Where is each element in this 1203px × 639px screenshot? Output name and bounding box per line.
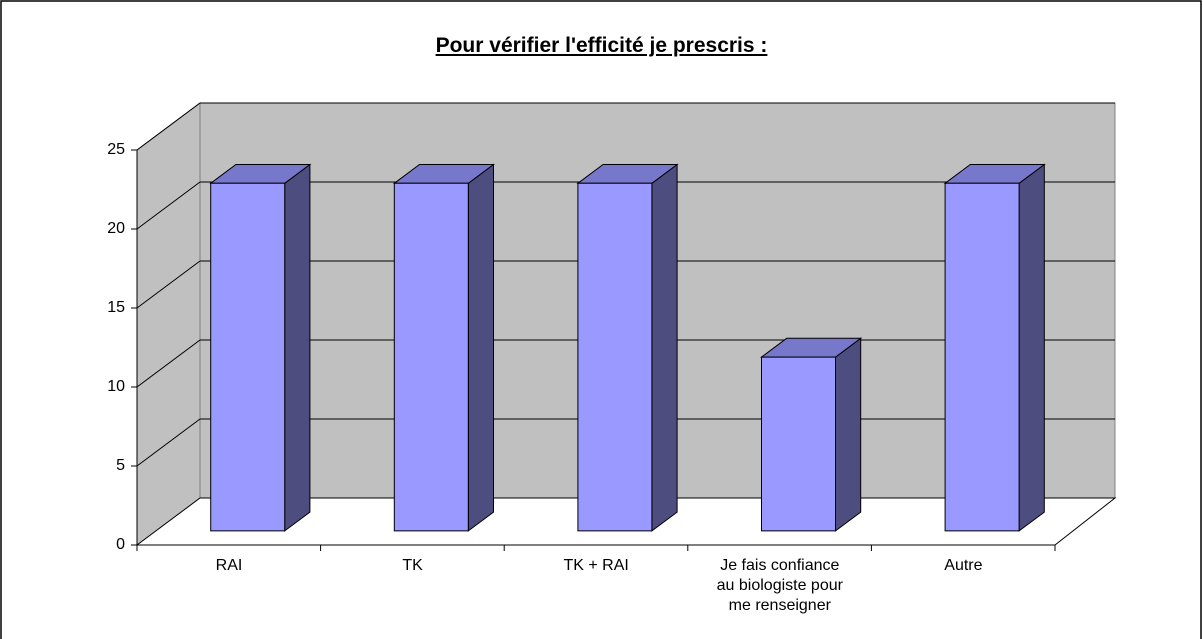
bar-side [1018, 163, 1045, 532]
x-tick-label: Je fais confiance au biologiste pour me … [716, 557, 843, 614]
bar-side [651, 163, 678, 532]
x-tick-label: Autre [944, 557, 983, 574]
side-wall [136, 102, 201, 546]
y-tick-label: 10 [107, 378, 125, 395]
bar [393, 182, 469, 532]
bar-side [835, 337, 862, 532]
bar [210, 182, 286, 532]
y-tick-label: 15 [107, 299, 125, 316]
grid-line [136, 260, 201, 309]
x-tick-label: TK + RAI [563, 557, 629, 574]
x-tick-label: TK [402, 557, 423, 574]
y-tick-label: 20 [107, 220, 125, 237]
grid-line [136, 339, 201, 388]
x-tick-label: RAI [215, 557, 243, 574]
grid-line [136, 418, 201, 467]
y-tick-label: 25 [107, 141, 125, 158]
bar [577, 182, 653, 532]
y-tick-label: 0 [116, 536, 125, 553]
bar [944, 182, 1020, 532]
chart-title: Pour vérifier l'efficité je prescris : [435, 34, 768, 57]
y-tick-label: 5 [116, 457, 125, 474]
bar-side [467, 163, 494, 532]
bar [761, 356, 836, 532]
bar-side [284, 163, 311, 532]
grid-line [136, 102, 201, 151]
grid-line [136, 181, 201, 230]
